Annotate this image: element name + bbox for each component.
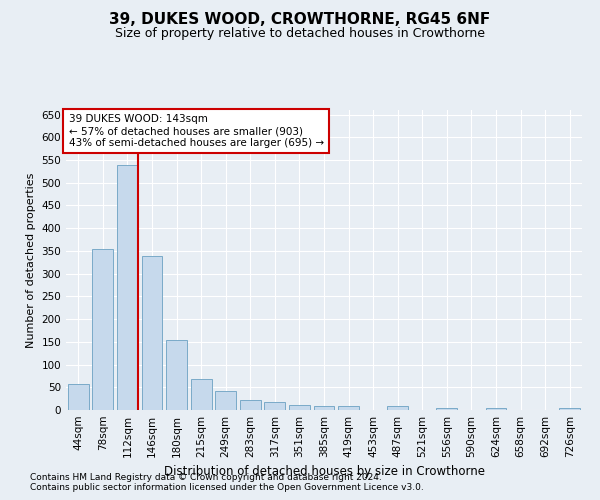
Bar [314,406,334,410]
Text: 39, DUKES WOOD, CROWTHORNE, RG45 6NF: 39, DUKES WOOD, CROWTHORNE, RG45 6NF [109,12,491,28]
Bar [215,391,236,410]
Bar [240,400,261,410]
Bar [559,408,580,410]
Bar [436,408,457,410]
Bar [387,406,408,410]
Bar [485,408,506,410]
Text: Contains HM Land Registry data © Crown copyright and database right 2024.: Contains HM Land Registry data © Crown c… [30,474,382,482]
Bar [191,379,212,410]
Bar [92,248,113,410]
Text: Contains public sector information licensed under the Open Government Licence v3: Contains public sector information licen… [30,484,424,492]
Y-axis label: Number of detached properties: Number of detached properties [26,172,36,348]
Bar [117,166,138,410]
Bar [338,406,359,410]
Bar [289,405,310,410]
Bar [265,402,286,410]
X-axis label: Distribution of detached houses by size in Crowthorne: Distribution of detached houses by size … [163,466,485,478]
Text: Size of property relative to detached houses in Crowthorne: Size of property relative to detached ho… [115,28,485,40]
Bar [166,340,187,410]
Text: 39 DUKES WOOD: 143sqm
← 57% of detached houses are smaller (903)
43% of semi-det: 39 DUKES WOOD: 143sqm ← 57% of detached … [68,114,324,148]
Bar [68,384,89,410]
Bar [142,256,163,410]
